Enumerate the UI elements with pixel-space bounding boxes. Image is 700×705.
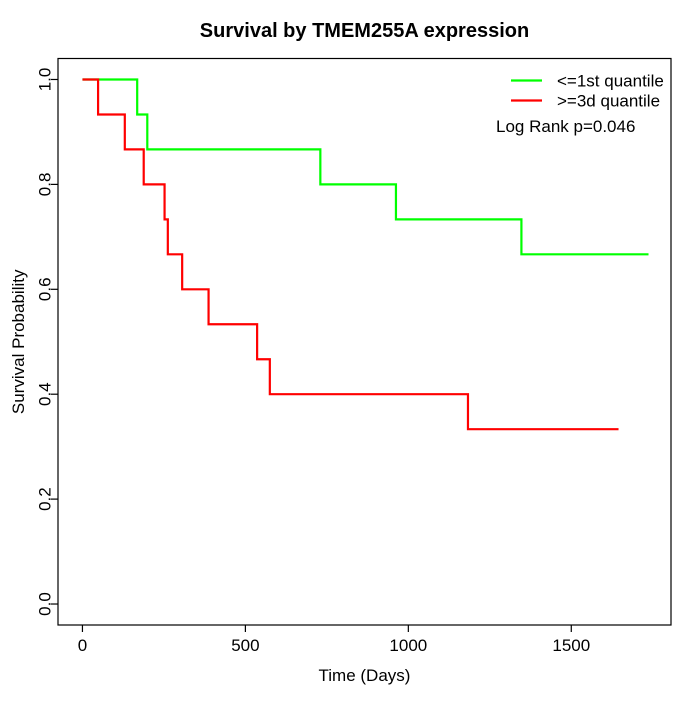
y-tick-label: 0.0 <box>36 592 55 616</box>
x-axis-label: Time (Days) <box>319 666 411 685</box>
survival-curve-low-expression <box>82 78 649 256</box>
plot-box <box>57 57 672 626</box>
chart-title: Survival by TMEM255A expression <box>200 20 529 42</box>
survival-curves <box>82 78 649 431</box>
log-rank-annotation: Log Rank p=0.046 <box>496 117 635 136</box>
legend-label-third-quantile: >=3d quantile <box>557 92 660 111</box>
y-tick-label: 0.2 <box>36 487 55 511</box>
x-tick-label: 0 <box>78 636 87 655</box>
legend: <=1st quantile >=3d quantile Log Rank p=… <box>496 72 664 137</box>
y-axis-label: Survival Probability <box>9 269 28 414</box>
x-tick-label: 1000 <box>389 636 427 655</box>
y-tick-label: 0.6 <box>36 277 55 301</box>
x-tick-label: 1500 <box>552 636 590 655</box>
y-axis-ticks: 0.0 0.2 0.4 0.6 0.8 1.0 <box>36 68 58 616</box>
survival-curve-high-expression <box>82 78 619 431</box>
legend-label-first-quantile: <=1st quantile <box>557 72 664 91</box>
y-tick-label: 0.8 <box>36 173 55 197</box>
y-tick-label: 1.0 <box>36 68 55 92</box>
x-axis-ticks: 0 500 1000 1500 <box>78 625 590 655</box>
x-tick-label: 500 <box>231 636 259 655</box>
y-tick-label: 0.4 <box>36 382 55 406</box>
